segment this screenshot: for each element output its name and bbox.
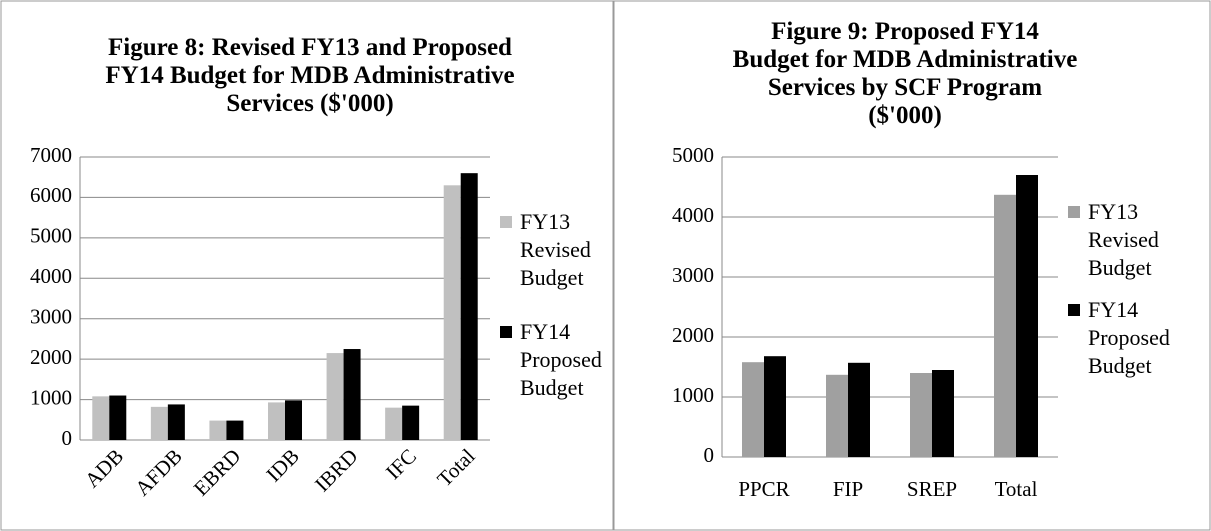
bar <box>92 396 110 440</box>
bar <box>910 373 932 457</box>
legend-swatch <box>1068 304 1080 316</box>
y-tick-label: 7000 <box>30 143 72 167</box>
bar <box>285 400 302 440</box>
bar <box>848 362 870 457</box>
legend: FY13 Revised Budget FY14 Proposed Budget <box>1068 198 1188 394</box>
y-tick-label: 3000 <box>672 263 714 287</box>
x-tick-label: Total <box>432 444 479 491</box>
bar <box>109 395 127 440</box>
y-tick-label: 4000 <box>30 264 72 288</box>
legend-label: FY13 Revised Budget <box>520 209 591 290</box>
bar <box>326 353 344 440</box>
legend-swatch <box>500 326 512 338</box>
legend: FY13 Revised Budget FY14 Proposed Budget <box>500 208 620 428</box>
y-tick-label: 4000 <box>672 203 714 227</box>
bar <box>460 173 478 440</box>
y-tick-label: 0 <box>704 443 715 467</box>
bar <box>343 349 361 440</box>
y-tick-label: 0 <box>62 426 73 450</box>
panel-border <box>613 0 1211 531</box>
x-tick-label: IBRD <box>310 444 362 496</box>
legend-swatch <box>1068 206 1080 218</box>
y-tick-label: 5000 <box>30 224 72 248</box>
bar <box>1016 175 1038 457</box>
bar <box>268 402 285 440</box>
legend-item: FY13 Revised Budget <box>500 208 620 292</box>
x-tick-label: EBRD <box>189 444 246 501</box>
bar <box>764 356 786 457</box>
legend-label: FY13 Revised Budget <box>1088 199 1159 280</box>
y-tick-label: 2000 <box>672 323 714 347</box>
chart-title: Figure 9: Proposed FY14 Budget for MDB A… <box>732 18 1078 129</box>
bar <box>994 194 1016 458</box>
y-tick-label: 1000 <box>672 383 714 407</box>
bar <box>443 185 461 440</box>
legend-swatch <box>500 216 512 228</box>
y-tick-label: 6000 <box>30 183 72 207</box>
legend-item: FY14 Proposed Budget <box>1068 296 1188 380</box>
x-tick-label: AFDB <box>130 444 187 501</box>
bar <box>150 406 168 440</box>
x-tick-label: Total <box>995 477 1038 501</box>
legend-item: FY14 Proposed Budget <box>500 318 620 402</box>
x-tick-label: FIP <box>833 477 863 501</box>
bar <box>226 420 244 440</box>
x-tick-label: SREP <box>907 477 957 501</box>
panel-border <box>0 0 614 531</box>
y-tick-label: 2000 <box>30 345 72 369</box>
bar <box>167 404 185 440</box>
bar <box>385 407 403 440</box>
y-tick-label: 5000 <box>672 143 714 167</box>
legend-label: FY14 Proposed Budget <box>1088 297 1170 378</box>
bar <box>402 405 420 440</box>
x-tick-label: PPCR <box>738 477 789 501</box>
bar <box>932 370 954 457</box>
x-tick-label: IDB <box>261 444 304 487</box>
bar <box>826 374 848 457</box>
legend-label: FY14 Proposed Budget <box>520 319 602 400</box>
legend-item: FY13 Revised Budget <box>1068 198 1188 282</box>
chart-title: Figure 8: Revised FY13 and Proposed FY14… <box>105 34 515 117</box>
bar <box>742 362 764 457</box>
x-tick-label: ADB <box>80 444 128 492</box>
y-tick-label: 1000 <box>30 385 72 409</box>
bar <box>209 420 227 440</box>
y-tick-label: 3000 <box>30 305 72 329</box>
x-tick-label: IFC <box>381 444 421 484</box>
